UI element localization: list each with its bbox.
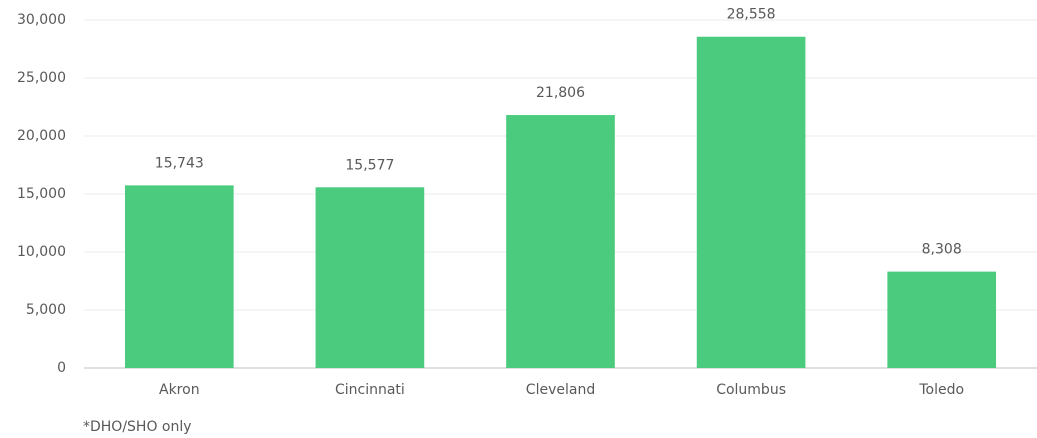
bar: [887, 271, 997, 368]
bar: [696, 36, 806, 368]
x-tick-label: Toledo: [918, 382, 964, 398]
value-label: 15,577: [345, 157, 394, 173]
y-tick-label: 30,000: [17, 12, 66, 28]
y-tick-label: 5,000: [26, 302, 66, 318]
y-tick-label: 20,000: [17, 128, 66, 144]
value-label: 8,308: [922, 242, 962, 258]
value-label: 21,806: [536, 85, 585, 101]
value-label: 15,743: [155, 155, 204, 171]
y-tick-label: 0: [57, 360, 66, 376]
bar: [506, 115, 615, 368]
bar: [124, 185, 234, 368]
value-label: 28,558: [727, 7, 776, 23]
x-tick-label: Columbus: [716, 382, 786, 398]
y-tick-label: 10,000: [17, 244, 66, 260]
y-tick-label: 15,000: [17, 186, 66, 202]
x-tick-label: Cleveland: [526, 382, 595, 398]
y-tick-label: 25,000: [17, 70, 66, 86]
bar: [315, 187, 425, 368]
x-tick-label: Akron: [159, 382, 200, 398]
footnote: *DHO/SHO only: [83, 419, 192, 435]
x-tick-label: Cincinnati: [335, 382, 405, 398]
